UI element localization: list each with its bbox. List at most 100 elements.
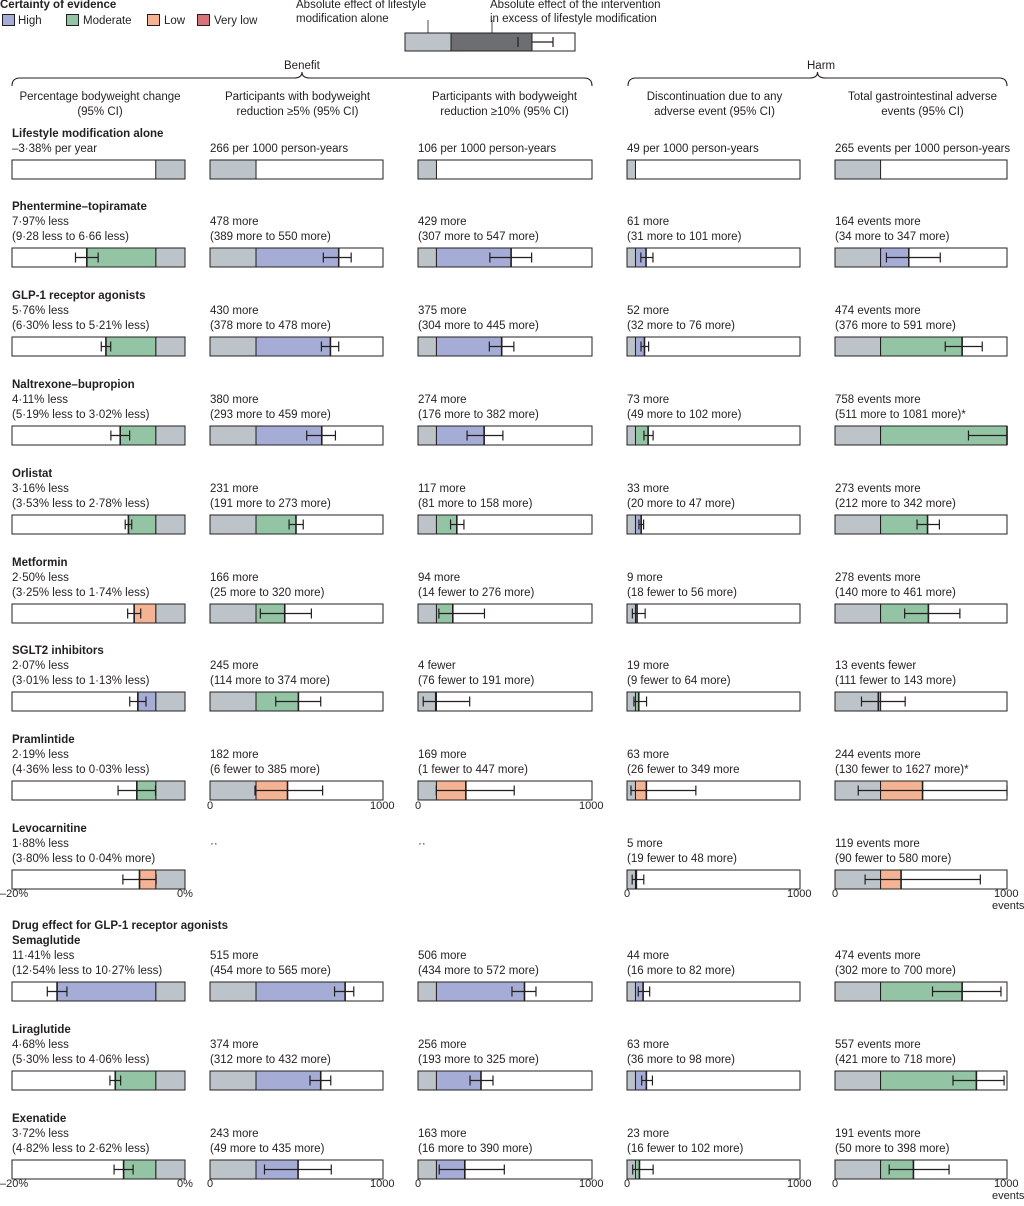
reduction10-value: 256 more: [418, 1039, 467, 1051]
section-heading-glp1: Drug effect for GLP-1 receptor agonists: [12, 920, 228, 932]
discontinuation-bar-frame: [626, 603, 801, 624]
bodyweight-value: 3·72% less: [12, 1128, 69, 1140]
discontinuation-ci: (26 fewer to 349 more: [627, 764, 740, 776]
reduction5-ci: (6 fewer to 385 more): [210, 764, 320, 776]
discontinuation-value: 73 more: [627, 394, 670, 406]
reduction10-baseline-bar: [417, 514, 437, 535]
reduction10-ci: (304 more to 445 more): [418, 320, 539, 332]
reduction10-ci: (1 fewer to 447 more): [418, 764, 528, 776]
gi-events-ci: (302 more to 700 more): [835, 965, 956, 977]
discontinuation-ci: (49 more to 102 more): [627, 409, 742, 421]
gi-events-ci: (421 more to 718 more): [835, 1054, 956, 1066]
discontinuation-baseline-bar: [626, 981, 636, 1002]
legend-swatch-low: [147, 14, 160, 26]
reduction5-ci: (49 more to 435 more): [210, 1143, 325, 1155]
reduction10-bar-frame: [417, 159, 593, 180]
row-label: Semaglutide: [12, 935, 81, 947]
bodyweight-tick-max: 0%: [177, 888, 193, 900]
discontinuation-value: 9 more: [627, 572, 663, 584]
reduction10-value: 429 more: [418, 216, 467, 228]
discontinuation-ci: (16 fewer to 102 more): [627, 1143, 744, 1155]
reduction10-ci: (434 more to 572 more): [418, 965, 539, 977]
reduction5-value: 478 more: [210, 216, 259, 228]
legend-label-moderate: Moderate: [83, 15, 132, 27]
gi-events-ci: (511 more to 1081 more)*: [835, 409, 966, 421]
discontinuation-value: 44 more: [627, 950, 670, 962]
reduction10-baseline-bar: [417, 247, 437, 268]
column-header-bodyweight: Percentage bodyweight change (95% CI): [19, 91, 181, 118]
gi-events-value: 191 events more: [835, 1128, 921, 1140]
bodyweight-ci: (4·36% less to 0·03% less): [12, 764, 150, 776]
reduction5-baseline-bar: [209, 603, 257, 624]
discontinuation-ci: (31 more to 101 more): [627, 231, 742, 243]
column-header-discontinuation: Discontinuation due to any adverse event…: [646, 91, 783, 118]
discontinuation-bar-frame: [626, 336, 801, 357]
discontinuation-baseline-bar: [626, 247, 636, 268]
reduction10-tick-min: 0: [415, 800, 422, 812]
reduction10-value: 4 fewer: [418, 660, 456, 672]
bodyweight-value: 2·19% less: [12, 749, 69, 761]
reduction5-ci: (293 more to 459 more): [210, 409, 331, 421]
reduction5-tick-max: 1000: [370, 800, 395, 812]
gi-events-ci: (212 more to 342 more): [835, 498, 956, 510]
bodyweight-ci: (3·25% less to 1·74% less): [12, 587, 150, 599]
reduction10-ci: (176 more to 382 more): [418, 409, 539, 421]
column-header-gi-events: Total gastrointestinal adverse events (9…: [848, 91, 997, 118]
reduction5-baseline-bar: [209, 780, 257, 801]
row-label: Phentermine–topiramate: [12, 201, 147, 213]
reduction10-value: 169 more: [418, 749, 467, 761]
bodyweight-value: 3·16% less: [12, 483, 69, 495]
row-label: Exenatide: [12, 1113, 67, 1125]
reduction10-tick-max: 1000: [579, 800, 604, 812]
reduction5-value: 374 more: [210, 1039, 259, 1051]
discontinuation-bar-frame: [626, 514, 801, 535]
row-label: Levocarnitine: [12, 823, 87, 835]
discontinuation-bar-frame: [626, 159, 801, 180]
gi-events-ci: (130 fewer to 1627 more)*: [835, 764, 969, 776]
discontinuation-ci: (20 more to 47 more): [627, 498, 736, 510]
reduction10-baseline-bar: [417, 780, 437, 801]
group-benefit-label: Benefit: [284, 60, 320, 72]
reduction5-baseline-bar: [209, 691, 257, 712]
legend-label-verylow: Very low: [214, 15, 258, 27]
gi-events-baseline-bar: [834, 336, 882, 357]
gi-events-ci: (111 fewer to 143 more): [835, 675, 957, 687]
discontinuation-bar-frame: [626, 869, 801, 890]
reduction5-value: 515 more: [210, 950, 259, 962]
gi-events-value: 474 events more: [835, 305, 921, 317]
reduction10-ci: (76 fewer to 191 more): [418, 675, 535, 687]
reduction10-baseline-bar: [417, 981, 437, 1002]
discontinuation-value: 19 more: [627, 660, 670, 672]
discontinuation-ci: (9 fewer to 64 more): [627, 675, 731, 687]
reduction5-baseline-bar: [209, 247, 257, 268]
key-intervention-segment: [450, 32, 533, 52]
reduction10-value: 274 more: [418, 394, 467, 406]
bodyweight-value: 2·07% less: [12, 660, 69, 672]
bodyweight-ci: (4·82% less to 2·62% less): [12, 1143, 150, 1155]
row-label: GLP-1 receptor agonists: [12, 290, 146, 302]
reduction10-value: 94 more: [418, 572, 461, 584]
reduction10-tick-max: 1000: [579, 1178, 604, 1190]
discontinuation-tick-min: 0: [624, 888, 631, 900]
discontinuation-baseline-bar: [626, 1070, 636, 1091]
discontinuation-bar-frame: [626, 981, 801, 1002]
bodyweight-baseline-bar: [155, 691, 186, 712]
gi-events-value: 265 events per 1000 person-years: [835, 143, 1011, 155]
gi-events-baseline-bar: [834, 1159, 882, 1180]
discontinuation-baseline-bar: [626, 425, 636, 446]
reduction5-baseline-bar: [209, 336, 257, 357]
bodyweight-ci: (3·53% less to 2·78% less): [12, 498, 150, 510]
gi-events-baseline-bar: [834, 603, 882, 624]
row-label: Liraglutide: [12, 1024, 71, 1036]
column-header-reduction10: Participants with bodyweight reduction ≥…: [431, 91, 578, 118]
reduction5-value: 245 more: [210, 660, 259, 672]
gi-events-axis-unit: events: [992, 900, 1024, 912]
bodyweight-baseline-bar: [155, 336, 186, 357]
reduction5-baseline-bar: [209, 1070, 257, 1091]
reduction10-ci: (81 more to 158 more): [418, 498, 533, 510]
row-label: Pramlintide: [12, 734, 75, 746]
discontinuation-value: 23 more: [627, 1128, 670, 1140]
reduction10-baseline-bar: [417, 336, 437, 357]
row-label: Metformin: [12, 557, 68, 569]
bodyweight-tick-min: –20%: [0, 888, 29, 900]
